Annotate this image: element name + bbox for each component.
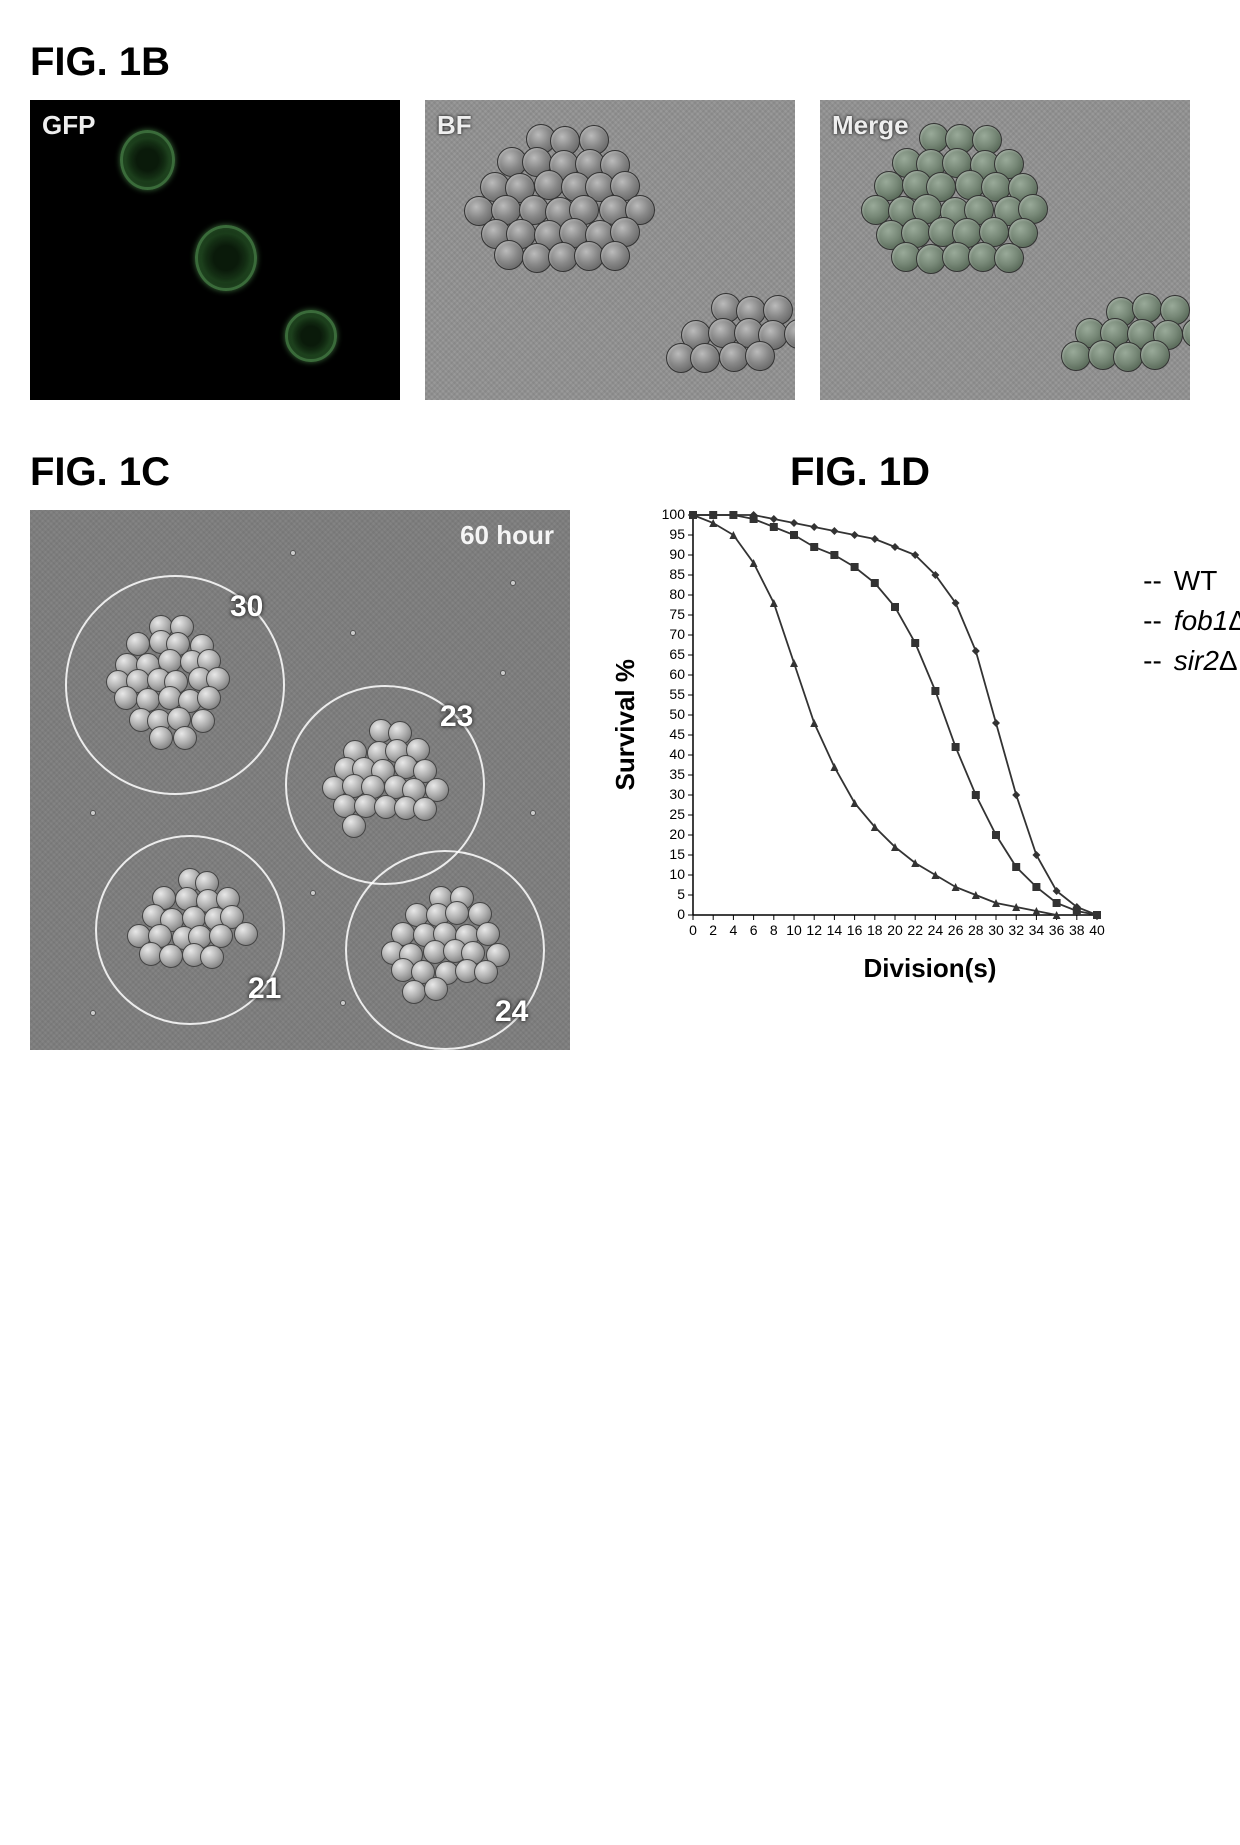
svg-text:0: 0	[689, 922, 697, 938]
svg-text:15: 15	[669, 846, 685, 862]
svg-text:80: 80	[669, 586, 685, 602]
lower-row: FIG. 1C 60 hour 30212324 FIG. 1D Surviva…	[30, 450, 1210, 1050]
svg-text:35: 35	[669, 766, 685, 782]
gfp-image: GFP	[30, 100, 400, 400]
colony-count: 24	[495, 995, 528, 1029]
svg-text:32: 32	[1008, 922, 1024, 938]
fig-1c-label: FIG. 1C	[30, 450, 570, 495]
y-axis-label: Survival %	[610, 659, 641, 791]
svg-text:5: 5	[677, 886, 685, 902]
fig-1c-image: 60 hour 30 21 23 24	[30, 510, 570, 1050]
svg-text:34: 34	[1029, 922, 1045, 938]
figure-1c: FIG. 1C 60 hour 30 21 23 24	[30, 450, 570, 1050]
svg-text:75: 75	[669, 606, 685, 622]
legend-item: -- sir2Δ	[1143, 645, 1240, 677]
svg-text:85: 85	[669, 566, 685, 582]
merge-label: Merge	[832, 110, 909, 141]
figure-1b: FIG. 1B GFP BF Merge	[30, 40, 1210, 400]
colony-count: 21	[248, 972, 281, 1006]
svg-text:8: 8	[770, 922, 778, 938]
svg-text:20: 20	[887, 922, 903, 938]
svg-text:12: 12	[806, 922, 822, 938]
chart-legend: -- WT -- fob1Δ -- sir2Δ	[1143, 565, 1240, 685]
svg-text:2: 2	[709, 922, 717, 938]
colony-count: 23	[440, 700, 473, 734]
svg-text:0: 0	[677, 906, 685, 922]
svg-text:40: 40	[1089, 922, 1105, 938]
svg-text:28: 28	[968, 922, 984, 938]
svg-text:30: 30	[669, 786, 685, 802]
svg-text:30: 30	[988, 922, 1004, 938]
svg-text:6: 6	[750, 922, 758, 938]
legend-item: -- WT	[1143, 565, 1240, 597]
svg-text:40: 40	[669, 746, 685, 762]
bf-label: BF	[437, 110, 472, 141]
chart-svg: 0510152025303540455055606570758085909510…	[647, 505, 1107, 945]
legend-item: -- fob1Δ	[1143, 605, 1240, 637]
svg-text:38: 38	[1069, 922, 1085, 938]
svg-text:10: 10	[669, 866, 685, 882]
svg-text:45: 45	[669, 726, 685, 742]
svg-text:18: 18	[867, 922, 883, 938]
legend-label: WT	[1174, 565, 1218, 597]
time-label: 60 hour	[460, 520, 554, 551]
colony-count: 30	[230, 590, 263, 624]
svg-text:100: 100	[662, 506, 686, 522]
svg-text:36: 36	[1049, 922, 1065, 938]
svg-text:4: 4	[730, 922, 738, 938]
fig-1b-image-row: GFP BF Merge	[30, 100, 1210, 400]
bf-image: BF	[425, 100, 795, 400]
svg-text:55: 55	[669, 686, 685, 702]
svg-text:70: 70	[669, 626, 685, 642]
fig-1d-label: FIG. 1D	[790, 450, 1210, 495]
svg-text:25: 25	[669, 806, 685, 822]
svg-text:50: 50	[669, 706, 685, 722]
svg-text:22: 22	[907, 922, 923, 938]
merge-image: Merge	[820, 100, 1190, 400]
svg-text:26: 26	[948, 922, 964, 938]
fig-1b-label: FIG. 1B	[30, 40, 1210, 85]
x-axis-label: Division(s)	[650, 953, 1210, 984]
svg-text:95: 95	[669, 526, 685, 542]
figure-1d: FIG. 1D Survival % 051015202530354045505…	[610, 450, 1210, 984]
svg-text:24: 24	[928, 922, 944, 938]
legend-label: fob1Δ	[1174, 605, 1240, 637]
survival-chart: 0510152025303540455055606570758085909510…	[647, 505, 1107, 945]
gfp-label: GFP	[42, 110, 95, 141]
svg-text:10: 10	[786, 922, 802, 938]
svg-text:20: 20	[669, 826, 685, 842]
svg-text:65: 65	[669, 646, 685, 662]
svg-text:90: 90	[669, 546, 685, 562]
svg-text:16: 16	[847, 922, 863, 938]
svg-text:60: 60	[669, 666, 685, 682]
svg-text:14: 14	[827, 922, 843, 938]
legend-label: sir2Δ	[1174, 645, 1238, 677]
